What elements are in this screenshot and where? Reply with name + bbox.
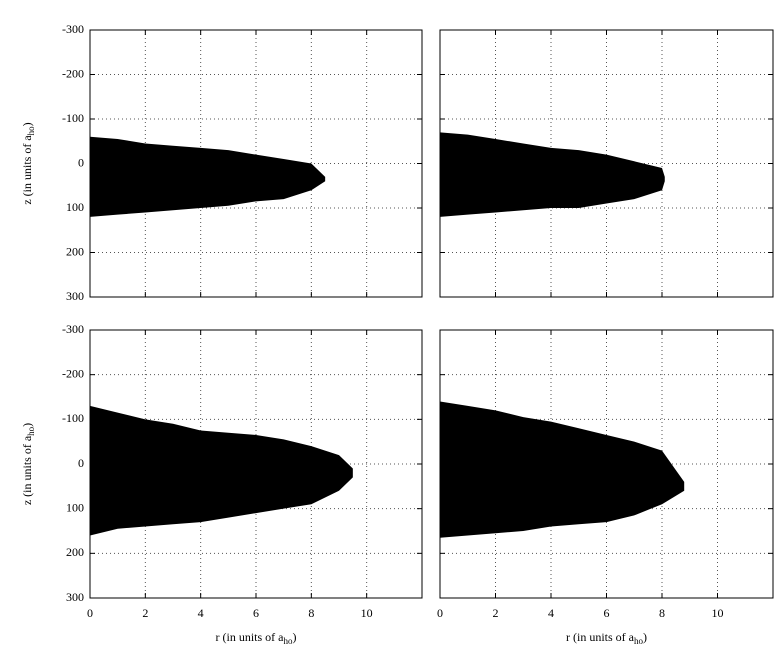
plot-frame [439, 29, 774, 298]
y-tick-label: -300 [62, 22, 84, 36]
axis-label-text: ) [643, 630, 647, 644]
x-tick-label: 8 [308, 606, 314, 620]
axis-label: z (in units of aho) [20, 122, 36, 204]
x-tick-label: 8 [659, 606, 665, 620]
y-tick-label: -100 [62, 411, 84, 425]
x-tick-label: 4 [198, 606, 204, 620]
y-tick-label: -200 [62, 366, 84, 380]
x-tick-label: 6 [253, 606, 259, 620]
axis-label-sub: ho [26, 426, 36, 436]
y-tick-label: 200 [66, 545, 84, 559]
y-tick-label: -300 [62, 322, 84, 336]
axis-label-text: ) [293, 630, 297, 644]
axis-label-text: r (in units of a [566, 630, 635, 644]
density-region [440, 401, 685, 538]
density-region [90, 136, 326, 217]
plot-frame [89, 29, 423, 298]
axis-label-text: z (in units of a [20, 435, 34, 505]
x-tick-label: 6 [604, 606, 610, 620]
x-tick-label: 2 [493, 606, 499, 620]
axis-label-text: ) [20, 122, 34, 126]
y-tick-label: -200 [62, 66, 84, 80]
x-tick-label: 0 [437, 606, 443, 620]
axis-label: r (in units of aho) [566, 630, 647, 646]
x-tick-label: 4 [548, 606, 554, 620]
y-tick-label: 200 [66, 244, 84, 258]
axis-label-sub: ho [634, 636, 644, 646]
density-region [440, 132, 665, 217]
x-tick-label: 10 [361, 606, 373, 620]
plot-frame [439, 329, 774, 599]
axis-label: r (in units of aho) [216, 630, 297, 646]
y-tick-label: 100 [66, 200, 84, 214]
axis-label-text: r (in units of a [216, 630, 285, 644]
y-tick-label: 300 [66, 289, 84, 303]
axis-label: z (in units of aho) [20, 423, 36, 505]
y-tick-label: 100 [66, 500, 84, 514]
x-tick-label: 0 [87, 606, 93, 620]
axis-label-sub: ho [284, 636, 294, 646]
y-tick-label: 0 [78, 456, 84, 470]
density-region [90, 405, 353, 536]
axis-label-text: ) [20, 423, 34, 427]
x-tick-label: 10 [712, 606, 724, 620]
plot-frame [89, 329, 423, 599]
y-tick-label: -100 [62, 111, 84, 125]
y-tick-label: 300 [66, 590, 84, 604]
y-tick-label: 0 [78, 155, 84, 169]
x-tick-label: 2 [142, 606, 148, 620]
axis-label-sub: ho [26, 126, 36, 136]
axis-label-text: z (in units of a [20, 135, 34, 205]
